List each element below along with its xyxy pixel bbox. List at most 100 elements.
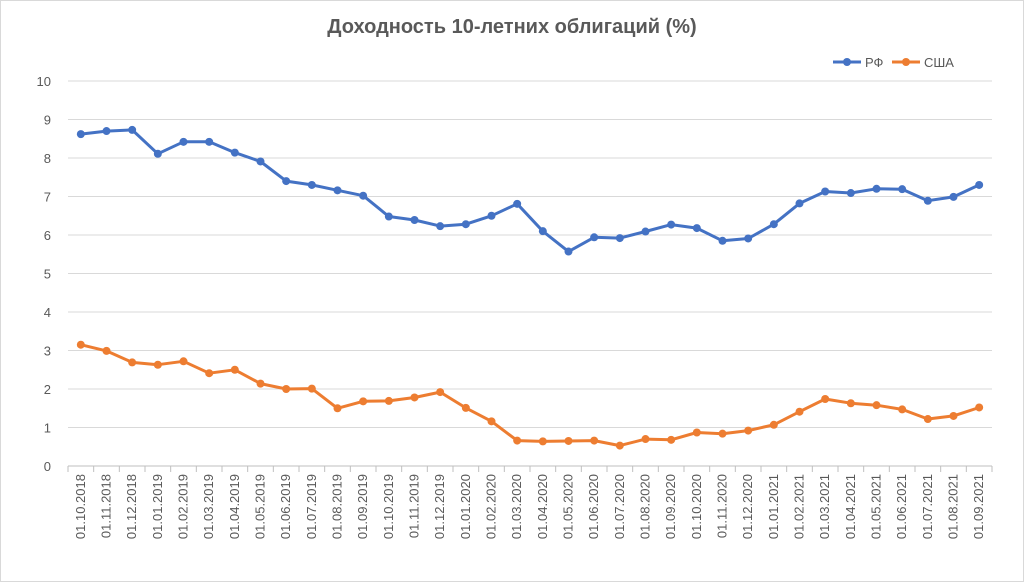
data-point [179,357,188,366]
data-point [744,234,753,243]
x-tick-label: 01.05.2021 [869,474,884,539]
data-point [256,157,265,166]
y-tick-label: 8 [44,151,51,166]
data-point [513,199,522,208]
data-point [333,186,342,195]
data-point [846,189,855,198]
data-point [102,127,111,136]
data-point [641,435,650,444]
data-point [667,220,676,229]
data-point [205,137,214,146]
data-point [949,411,958,420]
x-tick-label: 01.08.2020 [638,474,653,539]
data-point [590,233,599,242]
data-point [795,199,804,208]
data-point [923,415,932,424]
series-lines [76,125,984,450]
x-tick-label: 01.07.2020 [612,474,627,539]
data-point [359,191,368,200]
data-point [487,211,496,220]
y-tick-label: 9 [44,113,51,128]
data-point [769,420,778,429]
y-tick-label: 6 [44,228,51,243]
data-point [153,360,162,369]
data-point [564,436,573,445]
x-tick-label: 01.03.2020 [509,474,524,539]
data-point [256,379,265,388]
data-point [615,441,624,450]
y-tick-label: 4 [44,305,51,320]
legend: РФ США [833,55,954,70]
x-tick-label: 01.12.2019 [432,474,447,539]
x-tick-label: 01.01.2020 [458,474,473,539]
y-tick-label: 5 [44,267,51,282]
data-point [821,395,830,404]
data-point [128,125,137,134]
data-point [538,437,547,446]
x-tick-label: 01.12.2018 [124,474,139,539]
data-point [205,369,214,378]
x-tick-label: 01.05.2019 [253,474,268,539]
x-tick-label: 01.01.2021 [766,474,781,539]
data-point [769,220,778,229]
data-point [692,224,701,233]
x-tick-label: 01.12.2020 [740,474,755,539]
x-tick-label: 01.10.2018 [73,474,88,539]
x-tick-label: 01.04.2021 [843,474,858,539]
data-point [975,180,984,189]
y-tick-label: 0 [44,459,51,474]
data-point [487,417,496,426]
data-point [410,215,419,224]
x-tick-label: 01.05.2020 [561,474,576,539]
legend-swatch-marker [902,58,910,66]
data-point [384,396,393,405]
data-point [461,403,470,412]
data-point [615,234,624,243]
data-point [359,397,368,406]
series-line [80,343,980,448]
data-point [744,426,753,435]
legend-label: РФ [865,55,884,70]
x-tick-label: 01.10.2020 [689,474,704,539]
series-rf [76,125,984,256]
legend-swatch-marker [843,58,851,66]
data-point [461,220,470,229]
y-tick-label: 1 [44,421,51,436]
data-point [436,388,445,397]
x-tick-label: 01.02.2019 [176,474,191,539]
y-tick-label: 7 [44,190,51,205]
series-line [80,128,980,254]
x-tick-label: 01.11.2020 [715,474,730,538]
data-point [564,247,573,256]
data-point [667,435,676,444]
data-point [975,403,984,412]
series-usa [76,340,984,450]
y-tick-label: 3 [44,344,51,359]
data-point [718,429,727,438]
x-axis: 01.10.2018 01.11.2018 01.12.2018 01.01.2019… [67,465,993,539]
data-point [230,148,239,157]
data-point [179,137,188,146]
x-tick-label: 01.06.2021 [894,474,909,539]
x-tick-label: 01.09.2020 [663,474,678,539]
data-point [949,192,958,201]
data-point [538,227,547,236]
data-point [76,130,85,139]
x-tick-label: 01.07.2021 [920,474,935,539]
data-point [923,196,932,205]
data-point [846,399,855,408]
x-tick-label: 01.10.2019 [381,474,396,539]
data-point [795,407,804,416]
x-tick-label: 01.02.2021 [792,474,807,539]
x-tick-label: 01.06.2020 [586,474,601,539]
data-point [513,436,522,445]
data-point [307,384,316,393]
x-tick-label: 01.08.2019 [330,474,345,539]
data-point [436,222,445,231]
x-tick-label: 01.07.2019 [304,474,319,539]
data-point [230,365,239,374]
data-point [128,358,137,367]
data-point [153,149,162,158]
